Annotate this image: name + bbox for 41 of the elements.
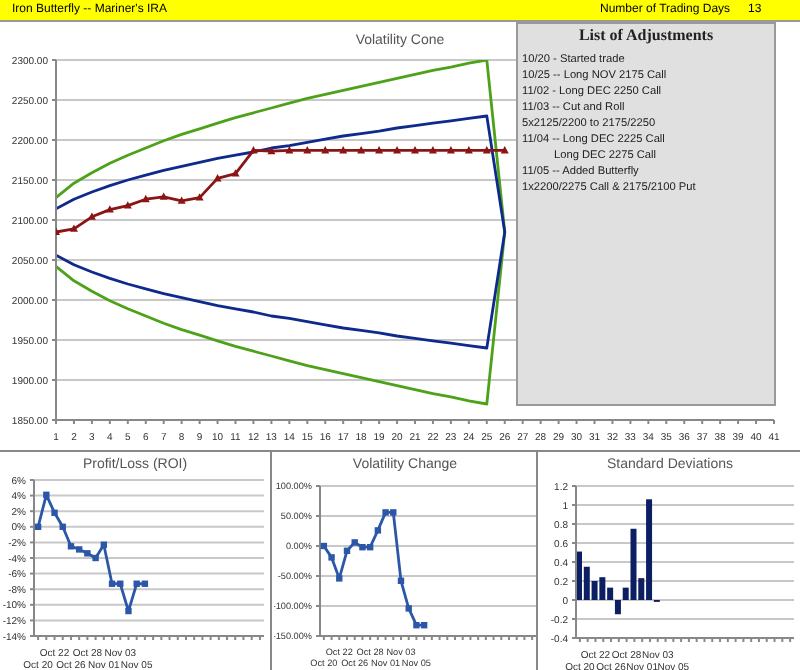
point bbox=[405, 605, 412, 612]
point bbox=[141, 194, 150, 203]
point bbox=[123, 201, 132, 209]
point bbox=[500, 146, 509, 154]
point bbox=[125, 607, 132, 615]
point bbox=[359, 544, 366, 551]
bar bbox=[599, 577, 606, 600]
point bbox=[390, 509, 397, 516]
point bbox=[464, 146, 473, 154]
point bbox=[321, 146, 330, 154]
line-series bbox=[56, 146, 509, 235]
line-series bbox=[56, 114, 507, 350]
point bbox=[328, 554, 335, 561]
point bbox=[267, 146, 276, 155]
point bbox=[285, 146, 294, 154]
point bbox=[195, 193, 204, 201]
point bbox=[105, 205, 114, 213]
point bbox=[75, 546, 83, 553]
text: List of Adjustments bbox=[576, 26, 716, 44]
point bbox=[303, 146, 312, 154]
bar bbox=[630, 528, 637, 600]
line-series bbox=[56, 60, 507, 406]
point bbox=[43, 491, 50, 499]
point bbox=[51, 509, 58, 516]
point bbox=[336, 575, 343, 582]
point bbox=[374, 527, 382, 534]
point bbox=[482, 146, 491, 154]
point bbox=[159, 192, 168, 200]
point bbox=[133, 580, 140, 587]
point bbox=[84, 550, 91, 557]
point bbox=[92, 554, 99, 562]
point bbox=[351, 539, 358, 546]
point bbox=[177, 196, 186, 204]
point bbox=[339, 146, 348, 154]
bar bbox=[646, 499, 653, 600]
point bbox=[67, 543, 75, 550]
bar bbox=[614, 600, 621, 615]
point bbox=[69, 224, 78, 232]
point bbox=[382, 509, 389, 516]
point bbox=[413, 622, 420, 629]
point bbox=[231, 169, 240, 177]
